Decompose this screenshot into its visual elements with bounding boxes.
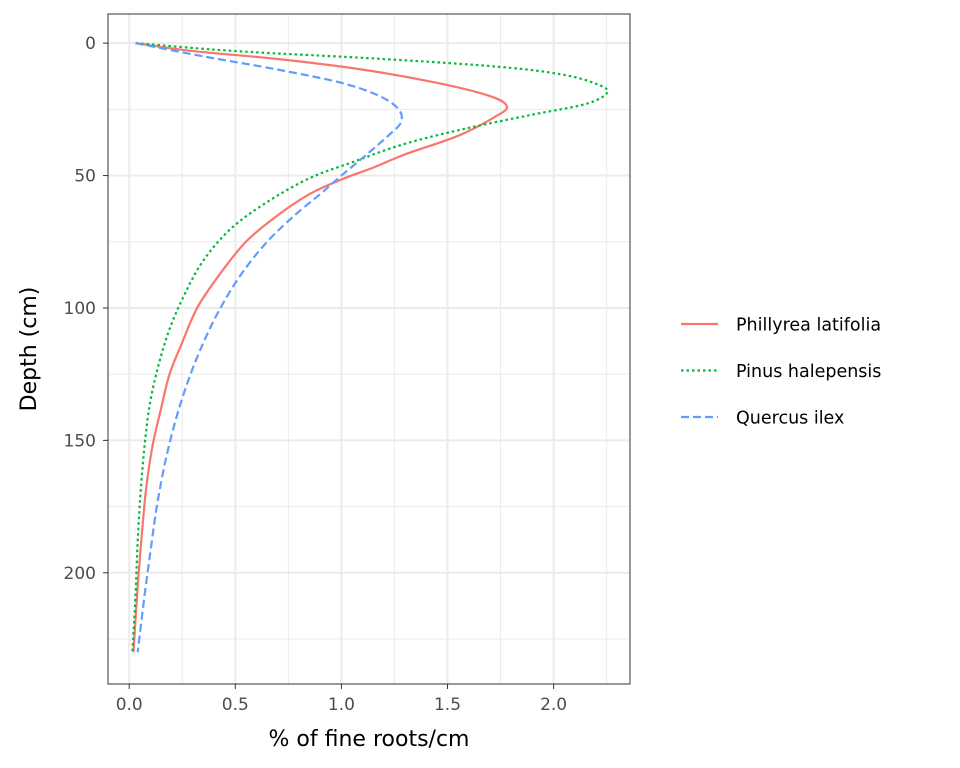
y-tick-label: 0 <box>85 34 96 54</box>
x-tick-label: 1.0 <box>328 695 355 715</box>
legend-label-pinus-halepensis: Pinus halepensis <box>736 362 881 382</box>
plot-panel-border <box>107 13 631 685</box>
y-tick-label: 200 <box>64 564 96 584</box>
legend-label-phillyrea-latifolia: Phillyrea latifolia <box>736 316 881 336</box>
x-tick-label: 0.5 <box>222 695 249 715</box>
series-line-quercus-ilex <box>135 42 403 653</box>
x-tick-label: 1.5 <box>434 695 461 715</box>
y-axis: 0 50 100 150 200 <box>64 34 108 584</box>
y-tick-label: 100 <box>64 299 96 319</box>
legend-label-quercus-ilex: Quercus ilex <box>736 409 844 429</box>
series-line-pinus-halepensis <box>131 42 609 653</box>
x-tick-label: 0.0 <box>116 695 143 715</box>
x-axis: 0.0 0.5 1.0 1.5 2.0 <box>116 684 567 715</box>
y-tick-label: 150 <box>64 431 96 451</box>
legend: Phillyrea latifolia Pinus halepensis Querc… <box>681 316 881 429</box>
plot-panel-background <box>108 14 630 684</box>
x-tick-label: 2.0 <box>540 695 567 715</box>
grid-major <box>108 14 630 684</box>
series-lines <box>131 42 609 653</box>
y-tick-label: 50 <box>74 167 96 187</box>
series-line-phillyrea-latifolia <box>132 42 509 653</box>
y-axis-title: Depth (cm) <box>17 287 42 412</box>
x-axis-title: % of fine roots/cm <box>269 727 470 752</box>
